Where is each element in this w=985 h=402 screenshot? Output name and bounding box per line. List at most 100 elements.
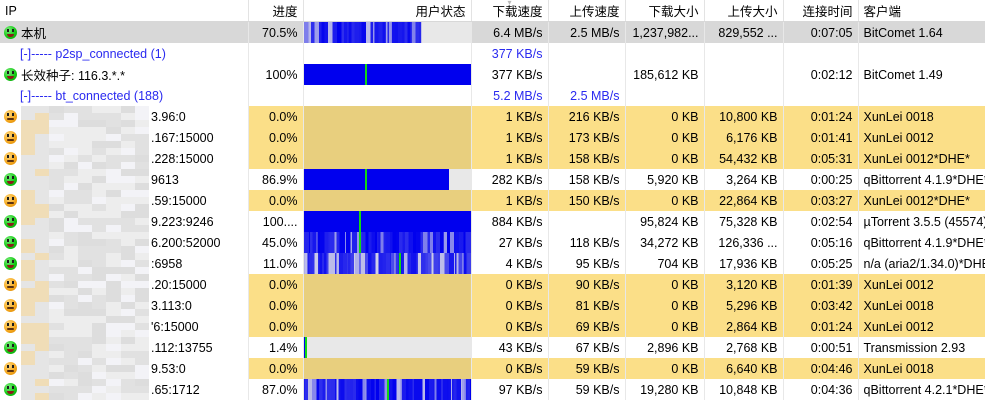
table-row[interactable]: .65:1712 87.0% 97 KB/s 59 KB/s 19,280 KB 10,8… bbox=[0, 379, 985, 400]
cell-upload-size: 10,848 KB bbox=[704, 379, 784, 400]
cell-client: qBittorrent 4.2.1*DHE* bbox=[858, 379, 985, 400]
cell-user-status bbox=[303, 232, 472, 253]
cell-client bbox=[858, 85, 985, 106]
peer-status-happy-icon bbox=[4, 236, 17, 249]
cell-download-speed: 5.2 MB/s bbox=[471, 85, 549, 106]
cell-progress: 0.0% bbox=[248, 274, 304, 295]
table-header: IP 进度 用户状态 ▾ 下载速度 上传速度 下载大小 上传大小 连接时间 客户… bbox=[0, 0, 985, 22]
table-row[interactable]: 长效种子: 116.3.*.* 100% 377 KB/s 185,612 KB 0:0… bbox=[0, 64, 985, 85]
cell-ip[interactable]: .59:15000 bbox=[0, 190, 249, 211]
cell-download-size: 0 KB bbox=[625, 295, 705, 316]
table-row[interactable]: [-]----- bt_connected (188) 5.2 MB/s 2.5 M… bbox=[0, 85, 985, 106]
peer-status-neutral-icon bbox=[4, 320, 17, 333]
column-header-ip[interactable]: IP bbox=[0, 0, 249, 22]
progress-bar-fill bbox=[303, 337, 470, 358]
column-header-connect-time[interactable]: 连接时间 bbox=[783, 0, 859, 22]
cell-user-status bbox=[303, 169, 472, 190]
cell-ip[interactable]: 9.53:0 bbox=[0, 358, 249, 379]
table-row[interactable]: 3.113:0 0.0% 0 KB/s 81 KB/s 0 KB 5,296 KB 0:03… bbox=[0, 295, 985, 316]
cell-connect-time: 0:04:46 bbox=[783, 358, 859, 379]
cell-ip[interactable]: [-]----- bt_connected (188) bbox=[0, 85, 249, 106]
table-row[interactable]: .228:15000 0.0% 1 KB/s 158 KB/s 0 KB 54,432 K… bbox=[0, 148, 985, 169]
ip-label: [-]----- bt_connected (188) bbox=[20, 88, 164, 103]
cell-ip[interactable]: 6.200:52000 bbox=[0, 232, 249, 253]
peer-status-neutral-icon bbox=[4, 278, 17, 291]
cell-connect-time: 0:02:54 bbox=[783, 211, 859, 232]
cell-upload-speed: 216 KB/s bbox=[548, 106, 626, 127]
cell-client: qBittorrent 4.1.9*DHE* bbox=[858, 169, 985, 190]
cell-connect-time: 0:02:12 bbox=[783, 64, 859, 85]
cell-progress: 100.... bbox=[248, 211, 304, 232]
table-row[interactable]: .59:15000 0.0% 1 KB/s 150 KB/s 0 KB 22,864 KB… bbox=[0, 190, 985, 211]
table-row[interactable]: 9.53:0 0.0% 0 KB/s 59 KB/s 0 KB 6,640 KB 0:04:… bbox=[0, 358, 985, 379]
cell-user-status bbox=[303, 85, 472, 106]
cell-upload-speed bbox=[548, 43, 626, 64]
table-row[interactable]: .20:15000 0.0% 0 KB/s 90 KB/s 0 KB 3,120 KB 0:… bbox=[0, 274, 985, 295]
peer-status-happy-icon bbox=[4, 341, 17, 354]
table-row[interactable]: 3.96:0 0.0% 1 KB/s 216 KB/s 0 KB 10,800 KB 0:0… bbox=[0, 106, 985, 127]
column-header-download-speed[interactable]: ▾ 下载速度 bbox=[471, 0, 549, 22]
table-row[interactable]: [-]----- p2sp_connected (1) 377 KB/s bbox=[0, 43, 985, 64]
progress-bar bbox=[304, 85, 471, 106]
cell-ip[interactable]: .20:15000 bbox=[0, 274, 249, 295]
progress-bar-fill bbox=[303, 22, 470, 43]
cell-ip[interactable]: 9613 bbox=[0, 169, 249, 190]
progress-bar bbox=[303, 127, 470, 148]
cell-upload-speed bbox=[548, 64, 626, 85]
cell-connect-time: 0:03:42 bbox=[783, 295, 859, 316]
cell-upload-size: 10,800 KB bbox=[704, 106, 784, 127]
cell-download-speed: 43 KB/s bbox=[471, 337, 549, 358]
redacted-ip-block bbox=[21, 316, 149, 337]
table-row[interactable]: 6.200:52000 45.0% 27 KB/s 118 KB/s 34,272 KB… bbox=[0, 232, 985, 253]
table-row[interactable]: .167:15000 0.0% 1 KB/s 173 KB/s 0 KB 6,176 KB… bbox=[0, 127, 985, 148]
cell-ip[interactable]: '6:15000 bbox=[0, 316, 249, 337]
cell-ip[interactable]: .112:13755 bbox=[0, 337, 249, 358]
cell-upload-size: 75,328 KB bbox=[704, 211, 784, 232]
redacted-ip-block bbox=[21, 295, 149, 316]
cell-ip[interactable]: 3.96:0 bbox=[0, 106, 249, 127]
column-header-client[interactable]: 客户端 bbox=[858, 0, 985, 22]
cell-download-size bbox=[625, 85, 705, 106]
table-row[interactable]: 本机 70.5% 6.4 MB/s 2.5 MB/s 1,237,982... 829,5… bbox=[0, 21, 985, 43]
cell-progress: 0.0% bbox=[248, 190, 304, 211]
cell-download-size: 0 KB bbox=[625, 358, 705, 379]
cell-client: XunLei 0018 bbox=[858, 358, 985, 379]
progress-bar-fill bbox=[303, 64, 470, 85]
cell-connect-time: 0:01:39 bbox=[783, 274, 859, 295]
table-row[interactable]: 9613 86.9% 282 KB/s 158 KB/s 5,920 KB 3,264 K… bbox=[0, 169, 985, 190]
table-row[interactable]: .112:13755 1.4% 43 KB/s 67 KB/s 2,896 KB 2,76… bbox=[0, 337, 985, 358]
progress-bar-fill bbox=[303, 379, 470, 400]
cell-ip[interactable]: 3.113:0 bbox=[0, 295, 249, 316]
cell-ip[interactable]: 长效种子: 116.3.*.* bbox=[0, 64, 249, 85]
cell-ip[interactable]: [-]----- p2sp_connected (1) bbox=[0, 43, 249, 64]
progress-bar-fill bbox=[303, 232, 470, 253]
cell-download-size bbox=[625, 43, 705, 64]
column-header-download-size[interactable]: 下载大小 bbox=[625, 0, 705, 22]
ip-label: [-]----- p2sp_connected (1) bbox=[20, 46, 166, 61]
cell-download-speed: 884 KB/s bbox=[471, 211, 549, 232]
cell-upload-speed: 150 KB/s bbox=[548, 190, 626, 211]
cell-ip[interactable]: 9.223:9246 bbox=[0, 211, 249, 232]
cell-progress: 11.0% bbox=[248, 253, 304, 274]
column-header-status[interactable]: 用户状态 bbox=[303, 0, 472, 22]
cell-ip[interactable]: .228:15000 bbox=[0, 148, 249, 169]
cell-upload-size: 3,120 KB bbox=[704, 274, 784, 295]
redacted-ip-block bbox=[21, 379, 149, 400]
column-header-progress[interactable]: 进度 bbox=[248, 0, 304, 22]
column-header-upload-size[interactable]: 上传大小 bbox=[704, 0, 784, 22]
peer-status-happy-icon bbox=[4, 383, 17, 396]
column-header-upload-speed[interactable]: 上传速度 bbox=[548, 0, 626, 22]
progress-bar bbox=[303, 337, 470, 358]
cell-ip[interactable]: .167:15000 bbox=[0, 127, 249, 148]
cell-ip[interactable]: :6958 bbox=[0, 253, 249, 274]
cell-ip[interactable]: 本机 bbox=[0, 21, 249, 43]
cell-ip[interactable]: .65:1712 bbox=[0, 379, 249, 400]
cell-upload-speed: 81 KB/s bbox=[548, 295, 626, 316]
cell-progress: 1.4% bbox=[248, 337, 304, 358]
table-row[interactable]: 9.223:9246 100.... 884 KB/s 95,824 KB 75,328… bbox=[0, 211, 985, 232]
table-row[interactable]: :6958 11.0% 4 KB/s 95 KB/s 704 KB 17,936 KB 0:… bbox=[0, 253, 985, 274]
ip-label: 长效种子: 116.3.*.* bbox=[21, 69, 125, 83]
progress-bar bbox=[303, 274, 470, 295]
table-row[interactable]: '6:15000 0.0% 0 KB/s 69 KB/s 0 KB 2,864 KB 0:0… bbox=[0, 316, 985, 337]
ip-label: '6:15000 bbox=[151, 319, 199, 334]
